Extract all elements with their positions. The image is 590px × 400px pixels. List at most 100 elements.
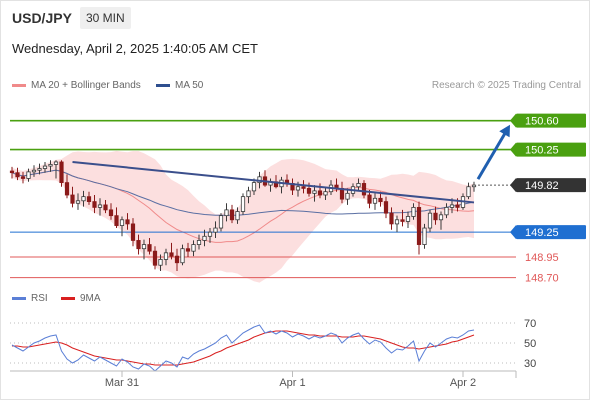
candle-body bbox=[235, 211, 240, 221]
rsi-tick-30: 30 bbox=[524, 358, 536, 370]
candle-body bbox=[48, 164, 53, 167]
candle-body bbox=[81, 196, 86, 202]
candle-body bbox=[103, 204, 108, 211]
candle-body bbox=[312, 190, 317, 194]
candle-body bbox=[92, 201, 97, 208]
candle-body bbox=[471, 184, 477, 188]
candle-body bbox=[196, 240, 202, 245]
candle-body bbox=[147, 244, 152, 252]
candle-body bbox=[394, 219, 400, 225]
candle-body bbox=[163, 252, 169, 260]
candle-body bbox=[191, 244, 196, 252]
candle-body bbox=[15, 172, 20, 178]
candle-body bbox=[323, 191, 328, 196]
legend-9ma: 9MA bbox=[61, 293, 101, 304]
level-badge-150.60 bbox=[516, 113, 586, 128]
candle-body bbox=[240, 196, 246, 212]
level-label-148.95: 148.95 bbox=[525, 252, 559, 264]
candle-body bbox=[207, 231, 213, 237]
candle-body bbox=[119, 219, 125, 226]
candle-body bbox=[108, 209, 114, 217]
candle-body bbox=[174, 255, 180, 264]
candle-body bbox=[361, 183, 367, 196]
header: USD/JPY 30 MIN bbox=[0, 0, 590, 36]
candle-body bbox=[75, 200, 81, 204]
candle-body bbox=[372, 197, 378, 204]
candle-body bbox=[218, 215, 224, 229]
rsi-tick-50: 50 bbox=[524, 338, 536, 350]
candle-body bbox=[53, 161, 59, 165]
level-label-148.70: 148.70 bbox=[525, 273, 559, 285]
candle-body bbox=[31, 169, 37, 173]
legend-ma20-label: MA 20 + Bollinger Bands bbox=[31, 80, 141, 91]
candle-body bbox=[86, 196, 92, 203]
candle-body bbox=[180, 248, 185, 264]
level-badge-150.25 bbox=[516, 142, 586, 157]
x-tick-label: Apr 1 bbox=[279, 377, 305, 389]
legend-ma20-swatch bbox=[12, 83, 26, 87]
candle-body bbox=[202, 235, 207, 241]
candle-body bbox=[42, 165, 48, 169]
candle-body bbox=[383, 201, 389, 214]
candle-body bbox=[59, 161, 64, 184]
candle-body bbox=[251, 182, 257, 192]
candle-body bbox=[345, 192, 350, 200]
candle-body bbox=[158, 259, 163, 266]
bollinger-band bbox=[12, 150, 474, 283]
level-badge-pointer-150.25 bbox=[510, 142, 516, 157]
level-label-150.60: 150.60 bbox=[525, 116, 559, 128]
candle-body bbox=[444, 206, 449, 216]
rsi-tick-70: 70 bbox=[524, 318, 536, 330]
candle-body bbox=[9, 170, 15, 174]
forecast-arrow bbox=[476, 129, 509, 180]
candle-body bbox=[367, 194, 372, 204]
candle-body bbox=[97, 204, 103, 208]
candle-body bbox=[306, 187, 312, 194]
candle-body bbox=[405, 216, 411, 222]
legend-rsi-swatch bbox=[12, 296, 26, 300]
level-badge-149.25 bbox=[516, 225, 586, 240]
symbol-title: USD/JPY bbox=[12, 10, 72, 26]
timeframe-badge[interactable]: 30 MIN bbox=[80, 7, 131, 29]
candle-body bbox=[356, 183, 361, 188]
candle-body bbox=[422, 227, 427, 245]
level-badge-149.82 bbox=[516, 178, 586, 193]
candle-body bbox=[152, 250, 158, 266]
candle-body bbox=[26, 171, 31, 179]
candle-body bbox=[169, 252, 174, 257]
candle-body bbox=[433, 212, 438, 221]
legend-ma20: MA 20 + Bollinger Bands bbox=[12, 80, 141, 91]
level-label-150.25: 150.25 bbox=[525, 145, 559, 157]
forecast-arrow-head bbox=[499, 124, 510, 138]
level-label-149.25: 149.25 bbox=[525, 227, 559, 239]
x-tick-label: Apr 2 bbox=[450, 377, 476, 389]
legend-ma50-swatch bbox=[156, 83, 170, 87]
legend-9ma-label: 9MA bbox=[80, 293, 101, 304]
candle-body bbox=[295, 186, 301, 191]
candle-body bbox=[141, 244, 147, 250]
candle-body bbox=[37, 168, 42, 171]
x-tick-label: Mar 31 bbox=[105, 377, 139, 389]
candle-body bbox=[317, 190, 323, 196]
candle-body bbox=[213, 227, 218, 233]
candle-body bbox=[114, 215, 119, 226]
trendline bbox=[72, 160, 475, 204]
level-badge-pointer-150.60 bbox=[510, 113, 516, 128]
candle-body bbox=[185, 248, 191, 252]
rsi-line bbox=[11, 324, 475, 372]
candle-body bbox=[246, 190, 251, 198]
candle-body bbox=[411, 206, 416, 217]
candle-body bbox=[70, 194, 75, 204]
level-badge-pointer-149.25 bbox=[510, 225, 516, 240]
candle-body bbox=[389, 212, 394, 225]
candle-body bbox=[229, 209, 235, 221]
candle-body bbox=[130, 223, 136, 241]
legend-ma50: MA 50 bbox=[156, 80, 203, 91]
candle-body bbox=[400, 219, 405, 222]
datetime-label: Wednesday, April 2, 2025 1:40:05 AM CET bbox=[12, 41, 258, 56]
candle-body bbox=[466, 186, 471, 198]
candle-body bbox=[224, 209, 229, 217]
candle-body bbox=[455, 204, 460, 208]
legend-rsi: RSI bbox=[12, 293, 48, 304]
